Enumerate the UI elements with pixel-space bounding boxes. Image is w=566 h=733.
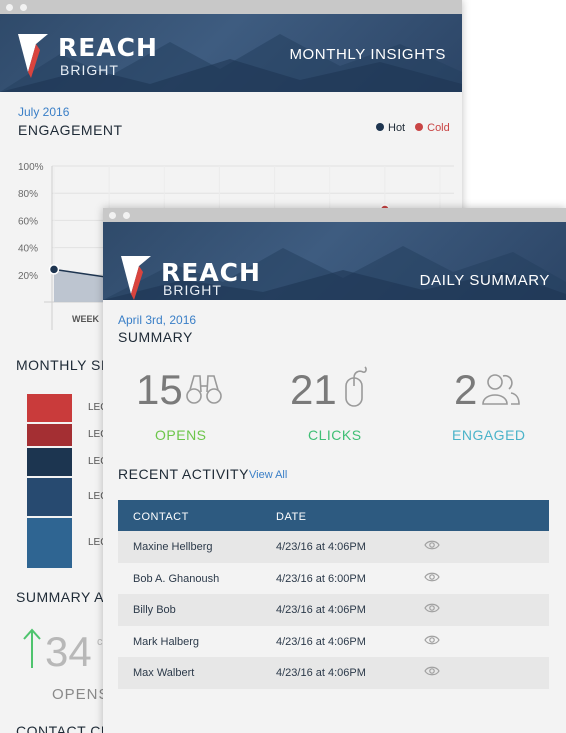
table-row[interactable]: Bob A. Ghanoush 4/23/16 at 6:00PM [118, 562, 549, 594]
opens-label: OPENS [155, 427, 207, 443]
header-banner: REACH BRIGHT MONTHLY INSIGHTS [0, 14, 462, 92]
brand-logo-icon [18, 34, 48, 78]
monthly-bar-label: LEC [88, 537, 108, 548]
contact-name[interactable]: Max Walbert [133, 667, 195, 679]
brand-tagline: BRIGHT [163, 282, 222, 298]
x-tick-label: WEEK [72, 314, 100, 324]
brand-logo-icon [121, 256, 151, 300]
contact-name[interactable]: Mark Halberg [133, 635, 200, 648]
engaged-count: 2 [454, 366, 478, 413]
recent-activity-title: RECENT ACTIVITY [118, 466, 249, 482]
monthly-bar-label: LEC [88, 402, 108, 413]
clicks-label: CLICKS [308, 427, 362, 443]
view-all-link[interactable]: View All [249, 469, 288, 481]
opens-count: 15 [136, 366, 183, 413]
monthly-bar-segment [27, 394, 72, 422]
column-header-contact[interactable]: CONTACT [133, 511, 189, 523]
data-point-marker [48, 264, 60, 275]
y-tick-label: 60% [18, 216, 38, 227]
engagement-title: ENGAGEMENT [18, 122, 123, 138]
contact-name[interactable]: Bob A. Ghanoush [133, 572, 220, 585]
window-close-dot[interactable] [6, 4, 13, 11]
monthly-bar-label: LEC [88, 429, 108, 440]
monthly-bar-segment [27, 518, 72, 568]
page-title: DAILY SUMMARY [419, 272, 550, 289]
summary-section-title: SUMMARY A [16, 589, 105, 605]
summary-title: SUMMARY [118, 329, 193, 345]
activity-date: 4/23/16 at 4:06PM [276, 635, 366, 648]
chart-legend: Hot Cold [376, 122, 450, 134]
window-minimize-dot[interactable] [123, 212, 130, 219]
table-row[interactable]: Billy Bob 4/23/16 at 4:06PM [118, 594, 549, 626]
brand-name: REACH [161, 258, 261, 287]
monthly-bar-segment [27, 448, 72, 476]
mountain-background [0, 34, 462, 92]
eye-icon[interactable] [424, 634, 440, 646]
contact-name[interactable]: Maxine Hellberg [133, 541, 213, 553]
y-tick-label: 80% [18, 189, 38, 200]
y-tick-label: 20% [18, 271, 38, 282]
clicks-count: 21 [290, 366, 337, 413]
column-header-date[interactable]: DATE [276, 511, 307, 523]
brand-tagline: BRIGHT [60, 62, 119, 78]
window-titlebar[interactable] [0, 0, 462, 14]
binoculars-icon [186, 375, 222, 404]
activity-date: 4/23/16 at 4:06PM [276, 604, 366, 616]
monthly-bar-label: LEC [88, 491, 108, 502]
window-minimize-dot[interactable] [20, 4, 27, 11]
up-arrow-icon [23, 628, 41, 668]
table-row[interactable]: Mark Halberg 4/23/16 at 4:06PM [118, 625, 549, 657]
users-icon [482, 374, 520, 405]
engaged-label: ENGAGED [452, 427, 526, 443]
eye-icon[interactable] [424, 665, 440, 677]
table-header: CONTACT DATE [118, 500, 549, 531]
legend-hot: Hot [376, 122, 405, 134]
table-row[interactable]: Max Walbert 4/23/16 at 4:06PM [118, 657, 549, 689]
monthly-bar-segment [27, 424, 72, 446]
legend-cold: Cold [415, 122, 450, 134]
mountain-background [103, 246, 566, 300]
monthly-section-title: MONTHLY SI [16, 357, 106, 373]
header-banner: REACH BRIGHT DAILY SUMMARY [103, 222, 566, 300]
date-label: April 3rd, 2016 [118, 313, 197, 327]
window-close-dot[interactable] [109, 212, 116, 219]
recent-activity-table: CONTACT DATE Maxine Hellberg 4/23/16 at 4… [118, 500, 549, 689]
table-row[interactable]: Maxine Hellberg 4/23/16 at 4:06PM [118, 531, 549, 563]
brand-name: REACH [58, 33, 158, 62]
eye-icon[interactable] [424, 571, 440, 583]
activity-date: 4/23/16 at 6:00PM [276, 572, 366, 585]
contact-name[interactable]: Billy Bob [133, 604, 176, 616]
eye-icon[interactable] [424, 539, 440, 551]
activity-date: 4/23/16 at 4:06PM [276, 667, 366, 679]
y-tick-label: 100% [18, 162, 44, 173]
activity-date: 4/23/16 at 4:06PM [276, 541, 366, 553]
period-label: July 2016 [18, 105, 70, 119]
daily-summary-window: REACH BRIGHT DAILY SUMMARY April 3rd, 20… [103, 208, 566, 733]
summary-opens-label: OPENS [52, 686, 110, 703]
eye-icon[interactable] [424, 602, 440, 614]
monthly-bar-label: LEC [88, 456, 108, 467]
page-title: MONTHLY INSIGHTS [289, 46, 446, 63]
summary-suffix: c [97, 636, 103, 648]
mouse-icon [345, 366, 367, 407]
y-tick-label: 40% [18, 244, 38, 255]
window-titlebar[interactable] [103, 208, 566, 222]
summary-value: 34 [45, 628, 92, 675]
monthly-bar-segment [27, 478, 72, 516]
